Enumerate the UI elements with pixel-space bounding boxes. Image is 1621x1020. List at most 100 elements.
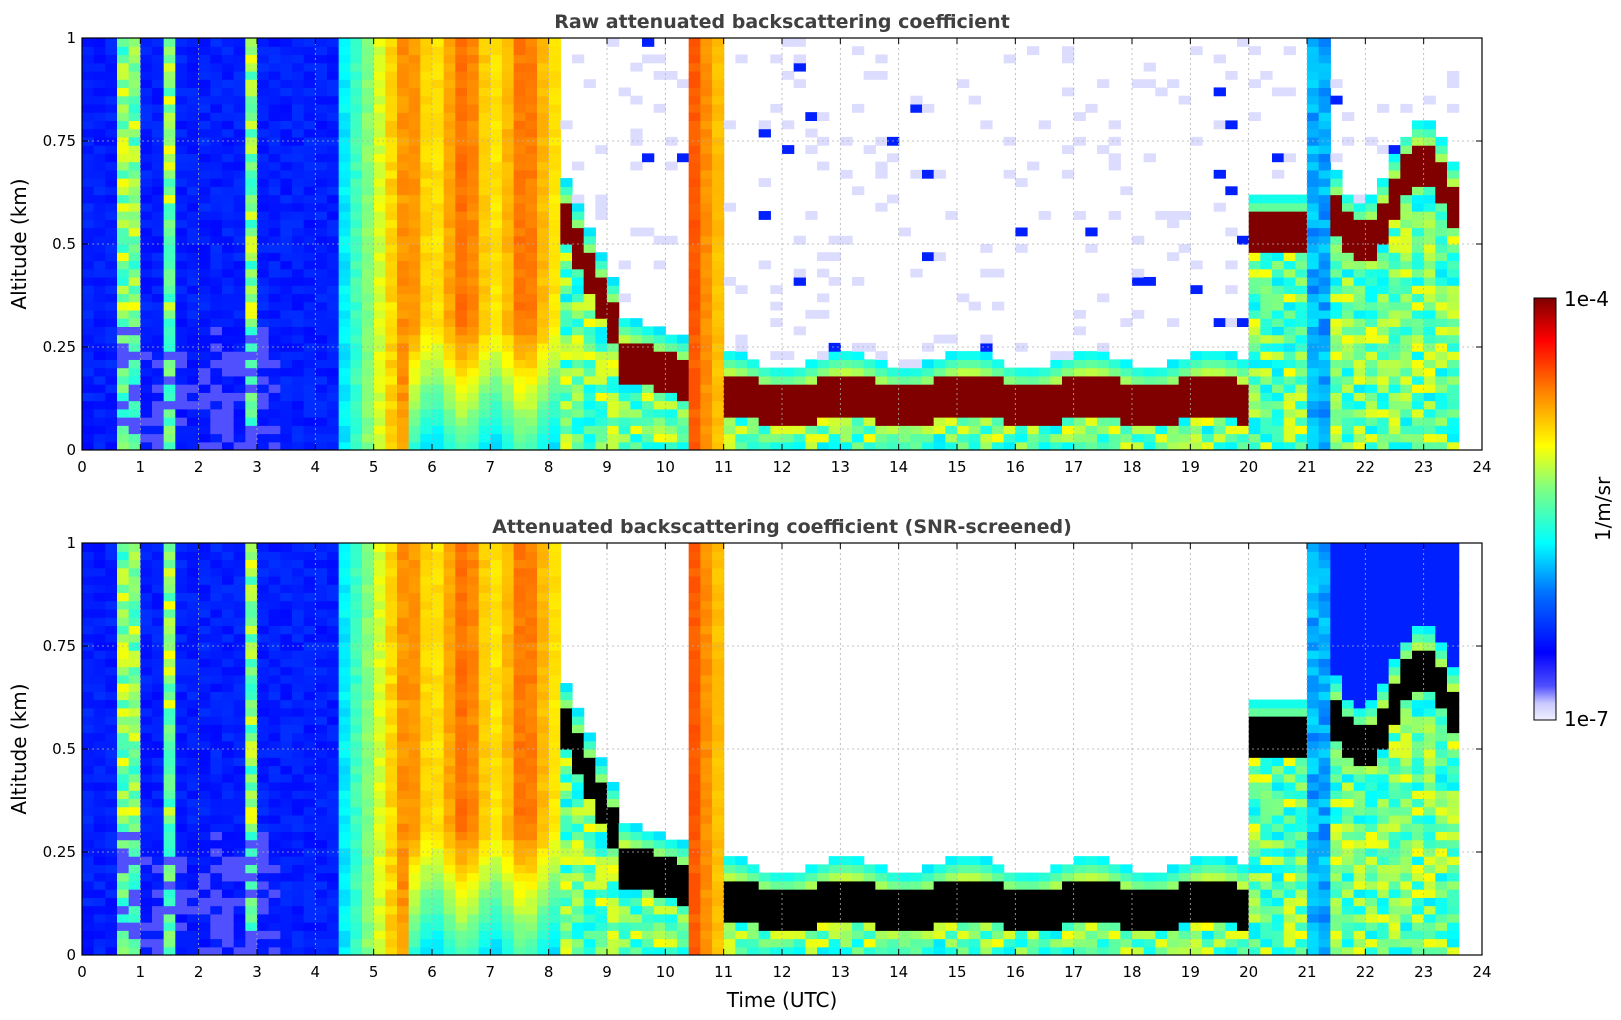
heatmap-cell: [315, 326, 328, 336]
heatmap-cell: [1388, 417, 1401, 426]
heatmap-cell: [595, 400, 608, 410]
heatmap-cell: [245, 425, 258, 435]
heatmap-cell: [712, 169, 725, 179]
heatmap-cell: [268, 806, 281, 816]
heatmap-cell: [140, 128, 153, 138]
heatmap-cell: [210, 128, 223, 138]
heatmap-cell: [93, 880, 106, 890]
heatmap-cell: [233, 716, 246, 725]
heatmap-cell: [105, 128, 118, 138]
heatmap-cell: [583, 227, 596, 237]
heatmap-cell: [140, 864, 153, 874]
heatmap-cell: [1248, 433, 1261, 443]
heatmap-cell: [128, 441, 141, 450]
heatmap-cell: [210, 889, 223, 898]
heatmap-cell: [82, 301, 95, 311]
heatmap-cell: [198, 103, 211, 113]
heatmap-cell: [1120, 186, 1133, 196]
heatmap-cell: [257, 375, 270, 385]
heatmap-cell: [1342, 375, 1355, 385]
heatmap-cell: [117, 575, 130, 585]
heatmap-cell: [117, 707, 130, 717]
heatmap-cell: [665, 342, 678, 352]
heatmap-cell: [490, 384, 503, 393]
heatmap-cell: [82, 326, 95, 336]
heatmap-cell: [315, 128, 328, 138]
heatmap-cell: [490, 136, 503, 146]
heatmap-cell: [187, 773, 200, 783]
heatmap-cell: [117, 252, 130, 262]
heatmap-cell: [397, 178, 410, 187]
heatmap-cell: [735, 384, 748, 393]
heatmap-cell: [175, 326, 188, 336]
heatmap-cell: [1225, 441, 1238, 450]
heatmap-cell: [315, 633, 328, 643]
heatmap-cell: [1447, 318, 1460, 327]
heatmap-cell: [117, 375, 130, 385]
y-tick-label: 0.25: [43, 338, 76, 356]
heatmap-cell: [922, 103, 935, 113]
heatmap-cell: [327, 897, 340, 907]
heatmap-cell: [770, 433, 783, 443]
heatmap-cell: [1143, 62, 1156, 72]
heatmap-cell: [1377, 235, 1390, 245]
heatmap-cell: [245, 674, 258, 684]
heatmap-cell: [198, 641, 211, 651]
heatmap-cell: [863, 433, 876, 443]
heatmap-cell: [163, 617, 176, 626]
heatmap-cell: [198, 740, 211, 750]
heatmap-cell: [93, 781, 106, 791]
heatmap-cell: [735, 417, 748, 426]
heatmap-cell: [758, 384, 771, 393]
heatmap-cell: [140, 276, 153, 286]
heatmap-cell: [1435, 153, 1448, 163]
heatmap-cell: [163, 161, 176, 171]
heatmap-cell: [152, 161, 165, 171]
heatmap-cell: [303, 95, 316, 105]
heatmap-cell: [1365, 244, 1378, 253]
heatmap-cell: [93, 54, 106, 64]
heatmap-cell: [175, 153, 188, 163]
heatmap-cell: [1388, 433, 1401, 443]
heatmap-cell: [128, 425, 141, 435]
heatmap-cell: [350, 153, 363, 163]
heatmap-cell: [595, 318, 608, 327]
heatmap-cell: [408, 54, 421, 64]
heatmap-cell: [175, 408, 188, 418]
heatmap-cell: [175, 211, 188, 220]
heatmap-cell: [327, 285, 340, 295]
heatmap-cell: [163, 716, 176, 725]
heatmap-cell: [303, 674, 316, 684]
heatmap-cell: [922, 417, 935, 426]
heatmap-cell: [1412, 178, 1425, 187]
heatmap-cell: [233, 227, 246, 237]
heatmap-cell: [642, 326, 655, 336]
heatmap-cell: [1272, 309, 1285, 319]
x-tick-label: 23: [1414, 458, 1433, 476]
heatmap-cell: [315, 749, 328, 758]
heatmap-cell: [1400, 351, 1413, 360]
heatmap-cell: [315, 293, 328, 303]
heatmap-cell: [1085, 417, 1098, 426]
heatmap-cell: [607, 359, 620, 369]
heatmap-cell: [467, 293, 480, 303]
heatmap-cell: [128, 408, 141, 418]
heatmap-cell: [1155, 367, 1168, 377]
heatmap-cell: [257, 864, 270, 874]
heatmap-cell: [245, 79, 258, 89]
heatmap-cell: [490, 318, 503, 327]
heatmap-cell: [1342, 202, 1355, 212]
heatmap-cell: [1108, 375, 1121, 385]
heatmap-cell: [280, 765, 293, 775]
heatmap-cell: [163, 922, 176, 931]
heatmap-cell: [1062, 392, 1075, 402]
heatmap-cell: [560, 285, 573, 295]
heatmap-cell: [478, 46, 491, 56]
heatmap-cell: [350, 202, 363, 212]
heatmap-cell: [292, 691, 305, 701]
heatmap-cell: [233, 608, 246, 618]
heatmap-cell: [1342, 194, 1355, 204]
heatmap-cell: [957, 441, 970, 450]
heatmap-cell: [968, 392, 981, 402]
heatmap-cell: [245, 922, 258, 931]
